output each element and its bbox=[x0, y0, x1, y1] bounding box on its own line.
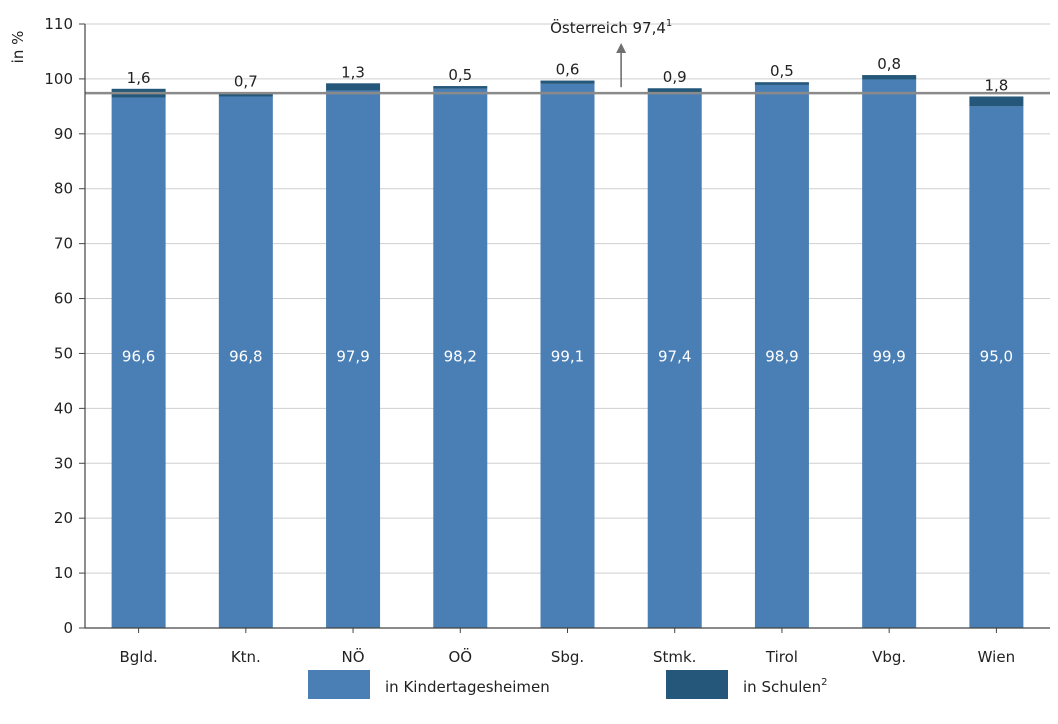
bar-top-value-label: 0,7 bbox=[234, 73, 258, 91]
bar-top-value-label: 1,6 bbox=[127, 69, 151, 87]
bar-kindertagesheimen bbox=[111, 97, 166, 628]
legend-label-schulen: in Schulen2 bbox=[743, 677, 828, 696]
bar-value-label: 96,8 bbox=[229, 347, 262, 365]
bar-kindertagesheimen bbox=[218, 96, 273, 629]
bar-schulen bbox=[326, 83, 381, 91]
bar-top-value-label: 1,3 bbox=[341, 63, 365, 81]
y-tick-label: 40 bbox=[54, 399, 73, 417]
bar-schulen bbox=[862, 75, 917, 80]
bar-schulen bbox=[218, 92, 273, 97]
bar-schulen bbox=[969, 96, 1024, 107]
x-tick-label: OÖ bbox=[448, 647, 472, 666]
bar-value-label: 98,2 bbox=[444, 347, 477, 365]
bar-value-label: 98,9 bbox=[765, 347, 798, 365]
legend: in Kindertagesheimen in Schulen2 bbox=[308, 670, 828, 699]
bar-kindertagesheimen bbox=[754, 84, 809, 628]
bar-top-value-label: 0,6 bbox=[556, 61, 580, 79]
y-tick-label: 0 bbox=[63, 619, 73, 637]
bar-schulen bbox=[540, 80, 595, 84]
y-tick-label: 110 bbox=[44, 15, 73, 33]
bars: 96,6 1,6 96,8 0,7 97,9 1,3 98,2 0,5 99,1 0,6 97,4 0… bbox=[111, 55, 1024, 629]
x-tick-label: Tirol bbox=[765, 648, 798, 666]
x-tick-label: Sbg. bbox=[551, 648, 584, 666]
bar-kindertagesheimen bbox=[326, 90, 381, 628]
y-tick-label: 100 bbox=[44, 70, 73, 88]
y-axis-title: in % bbox=[9, 31, 27, 64]
bar-top-value-label: 1,8 bbox=[984, 76, 1008, 94]
x-tick-label: Bgld. bbox=[119, 648, 157, 666]
bar-kindertagesheimen bbox=[862, 79, 917, 628]
y-tick-label: 90 bbox=[54, 125, 73, 143]
bar-value-label: 99,9 bbox=[872, 347, 905, 365]
bar-value-label: 97,4 bbox=[658, 347, 691, 365]
bar-schulen bbox=[754, 82, 809, 85]
bar-value-label: 99,1 bbox=[551, 347, 584, 365]
y-axis-title-group: in % bbox=[9, 31, 27, 64]
bar-top-value-label: 0,8 bbox=[877, 55, 901, 73]
bar-value-label: 96,6 bbox=[122, 347, 155, 365]
reference-line-label: Österreich 97,41 bbox=[550, 18, 672, 37]
bar-value-label: 95,0 bbox=[980, 347, 1013, 365]
bar-schulen bbox=[647, 88, 702, 94]
bar-kindertagesheimen bbox=[647, 93, 702, 629]
y-tick-label: 70 bbox=[54, 235, 73, 253]
x-tick-label: NÖ bbox=[342, 647, 365, 666]
y-tick-label: 80 bbox=[54, 180, 73, 198]
y-tick-label: 10 bbox=[54, 564, 73, 582]
reference-arrow-head bbox=[616, 43, 627, 53]
y-tick-label: 60 bbox=[54, 290, 73, 308]
legend-label-kindertagesheimen: in Kindertagesheimen bbox=[385, 678, 550, 696]
bar-top-value-label: 0,5 bbox=[770, 62, 794, 80]
bar-kindertagesheimen bbox=[969, 106, 1024, 628]
x-tick-label: Stmk. bbox=[653, 648, 696, 666]
x-tick-label: Ktn. bbox=[231, 648, 261, 666]
bar-schulen bbox=[433, 86, 488, 89]
bar-top-value-label: 0,9 bbox=[663, 68, 687, 86]
y-tick-label: 50 bbox=[54, 344, 73, 362]
bar-kindertagesheimen bbox=[433, 88, 488, 628]
bar-top-value-label: 0,5 bbox=[448, 66, 472, 84]
x-tick-label: Wien bbox=[978, 648, 1015, 666]
bar-kindertagesheimen bbox=[540, 83, 595, 629]
legend-swatch-schulen bbox=[666, 670, 728, 699]
y-axis-ticks: 0 10 20 30 40 50 60 70 80 90 100 110 bbox=[44, 15, 85, 637]
bar-value-label: 97,9 bbox=[336, 347, 369, 365]
legend-swatch-kindertagesheimen bbox=[308, 670, 370, 699]
x-tick-label: Vbg. bbox=[872, 648, 906, 666]
axes: Bgld. Ktn. NÖ OÖ Sbg. Stmk. Tirol Vbg. Wien bbox=[84, 24, 1050, 666]
y-tick-label: 20 bbox=[54, 509, 73, 527]
y-tick-label: 30 bbox=[54, 454, 73, 472]
reference-line-group: Österreich 97,41 bbox=[85, 18, 1050, 95]
